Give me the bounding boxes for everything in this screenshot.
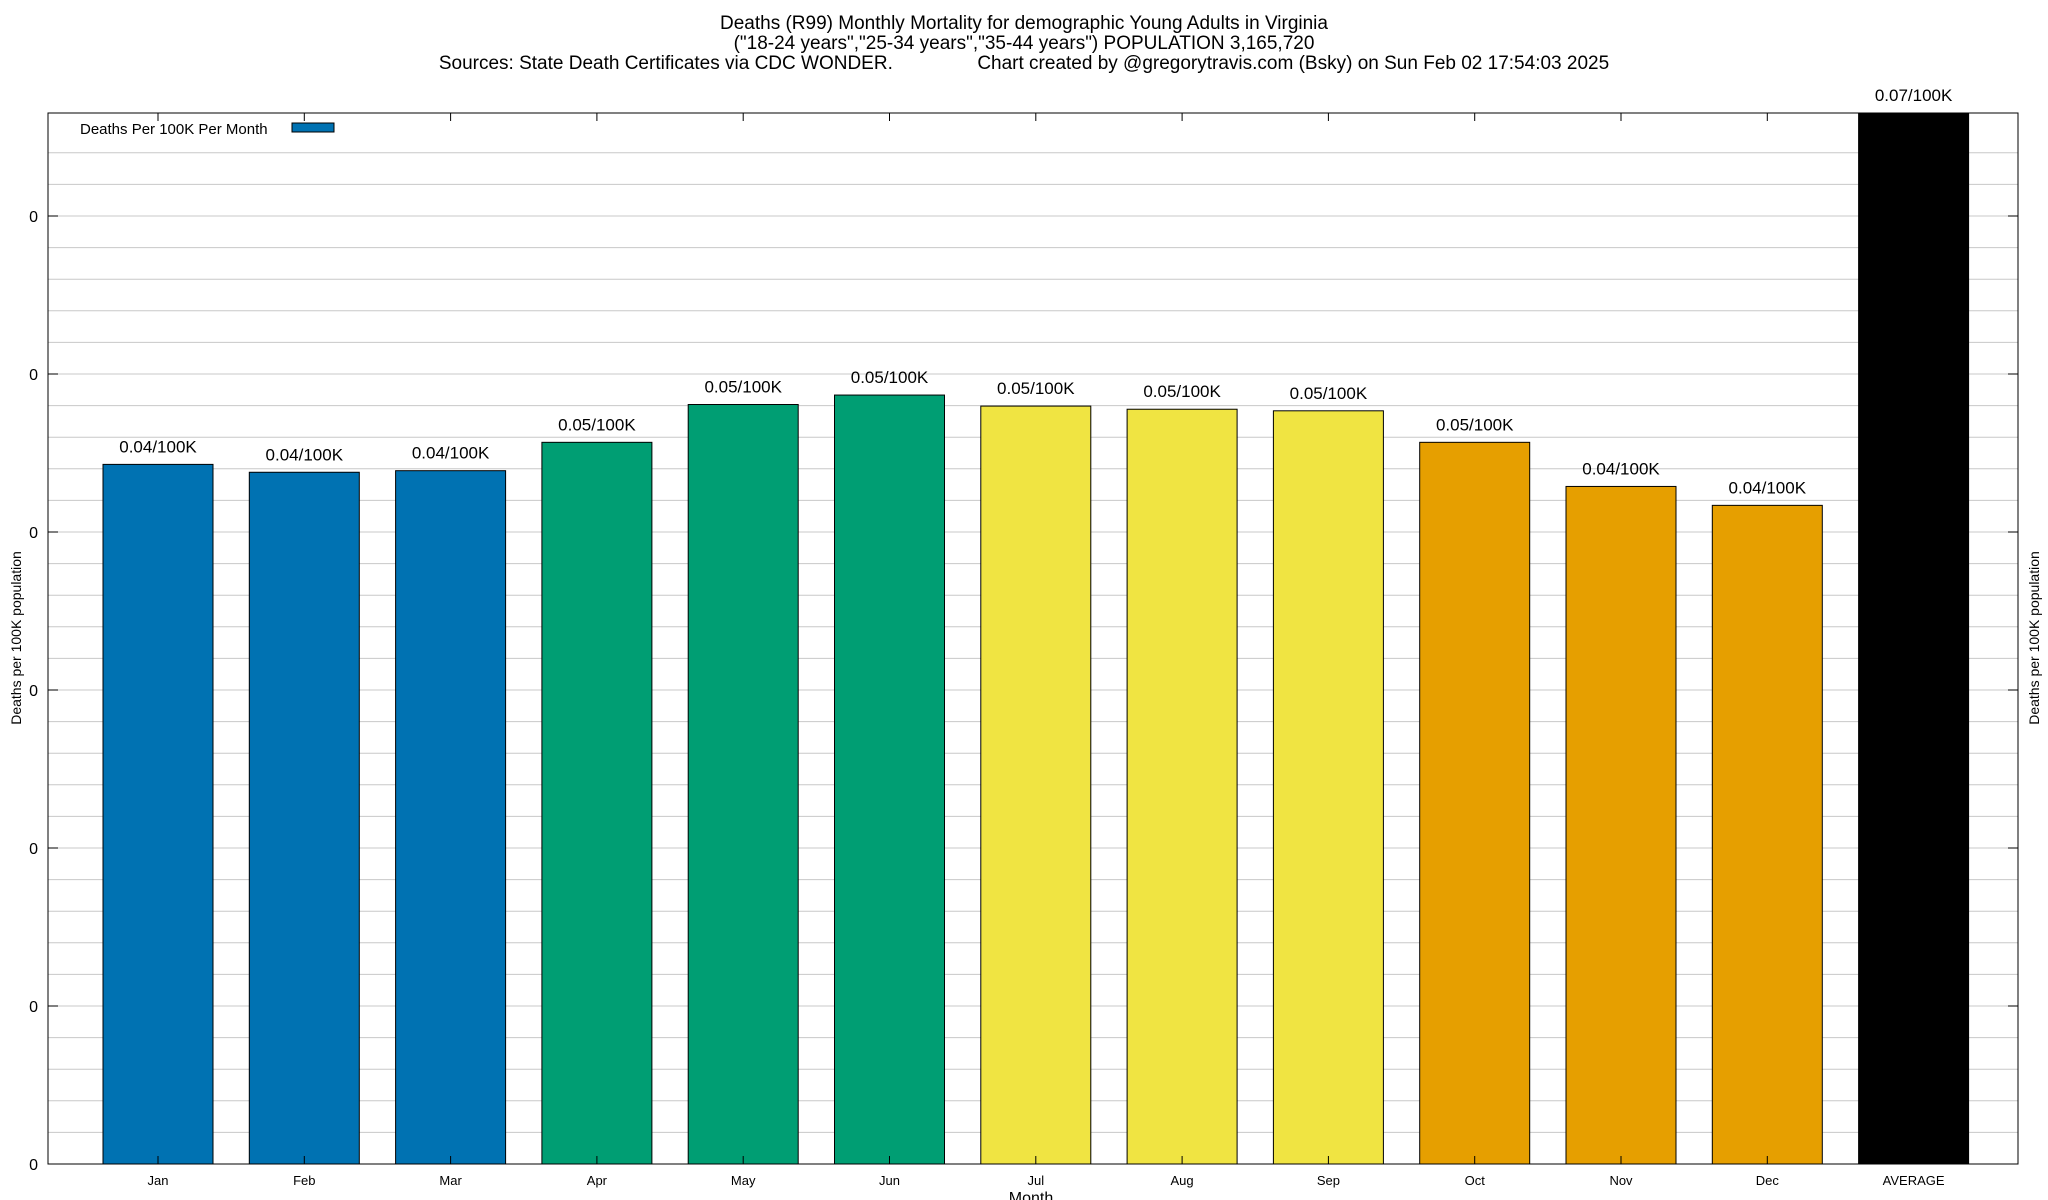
x-tick-label: Apr bbox=[587, 1173, 608, 1188]
bar bbox=[248, 471, 360, 1165]
x-tick-label: Dec bbox=[1756, 1173, 1780, 1188]
x-tick-label: Jun bbox=[879, 1173, 900, 1188]
data-label: 0.05/100K bbox=[558, 415, 636, 434]
x-tick-label: Sep bbox=[1317, 1173, 1340, 1188]
x-tick-label: Oct bbox=[1465, 1173, 1486, 1188]
bar bbox=[541, 441, 653, 1165]
x-tick-label: Mar bbox=[439, 1173, 462, 1188]
chart-subtitle: ("18-24 years","25-34 years","35-44 year… bbox=[733, 33, 1315, 54]
data-labels: 0.04/100K 0.04/100K 0.04/100K 0.05/100K 0.05… bbox=[119, 86, 1953, 497]
y-tick-label: 0 bbox=[29, 367, 38, 384]
y-tick-label: 0 bbox=[29, 999, 38, 1016]
y-axis: 0 0 0 0 0 0 0 bbox=[29, 209, 2018, 1174]
y-axis-label-left: Deaths per 100K population bbox=[7, 551, 24, 725]
data-label: 0.04/100K bbox=[1729, 478, 1807, 497]
legend-label: Deaths Per 100K Per Month bbox=[80, 121, 268, 138]
y-tick-label: 0 bbox=[29, 525, 38, 542]
data-label: 0.05/100K bbox=[851, 368, 929, 387]
data-label: 0.05/100K bbox=[1290, 384, 1368, 403]
bar bbox=[1419, 441, 1531, 1165]
legend-swatch bbox=[291, 122, 335, 133]
data-label: 0.04/100K bbox=[1582, 459, 1660, 478]
x-tick-label: Nov bbox=[1609, 1173, 1633, 1188]
bar bbox=[1711, 504, 1823, 1165]
x-axis: Jan Feb Mar Apr May Jun Jul Aug Sep Oct Nov Dec AVER… bbox=[148, 113, 1945, 1188]
bar bbox=[687, 404, 799, 1165]
legend: Deaths Per 100K Per Month bbox=[80, 121, 335, 138]
bars bbox=[102, 112, 1970, 1165]
x-tick-label: AVERAGE bbox=[1883, 1173, 1945, 1188]
y-axis-label-right: Deaths per 100K population bbox=[2025, 551, 2042, 725]
data-label: 0.07/100K bbox=[1875, 86, 1953, 105]
bar bbox=[980, 405, 1092, 1165]
data-label: 0.04/100K bbox=[412, 444, 490, 463]
plot-frame bbox=[47, 112, 2019, 1165]
y-tick-label: 0 bbox=[29, 683, 38, 700]
bar bbox=[1272, 410, 1384, 1165]
bar bbox=[1565, 485, 1677, 1165]
chart-sources: Sources: State Death Certificates via CD… bbox=[438, 53, 1610, 74]
bar bbox=[1858, 112, 1970, 1165]
bar bbox=[834, 394, 945, 1165]
data-label: 0.05/100K bbox=[997, 379, 1075, 398]
y-tick-label: 0 bbox=[29, 841, 38, 858]
x-tick-label: Jan bbox=[148, 1173, 169, 1188]
x-tick-label: May bbox=[731, 1173, 756, 1188]
bar bbox=[102, 463, 214, 1165]
x-tick-label: Aug bbox=[1171, 1173, 1194, 1188]
bar bbox=[395, 470, 507, 1165]
y-tick-label: 0 bbox=[29, 1157, 38, 1174]
y-tick-label: 0 bbox=[29, 209, 38, 226]
chart-title: Deaths (R99) Monthly Mortality for demog… bbox=[720, 13, 1328, 34]
data-label: 0.05/100K bbox=[1436, 415, 1514, 434]
x-tick-label: Feb bbox=[293, 1173, 315, 1188]
x-tick-label: Jul bbox=[1027, 1173, 1044, 1188]
x-axis-label: Month bbox=[1009, 1190, 1053, 1200]
data-label: 0.05/100K bbox=[1143, 382, 1221, 401]
data-label: 0.05/100K bbox=[704, 378, 782, 397]
data-label: 0.04/100K bbox=[266, 445, 344, 464]
bar bbox=[1126, 408, 1238, 1165]
data-label: 0.04/100K bbox=[119, 437, 197, 456]
